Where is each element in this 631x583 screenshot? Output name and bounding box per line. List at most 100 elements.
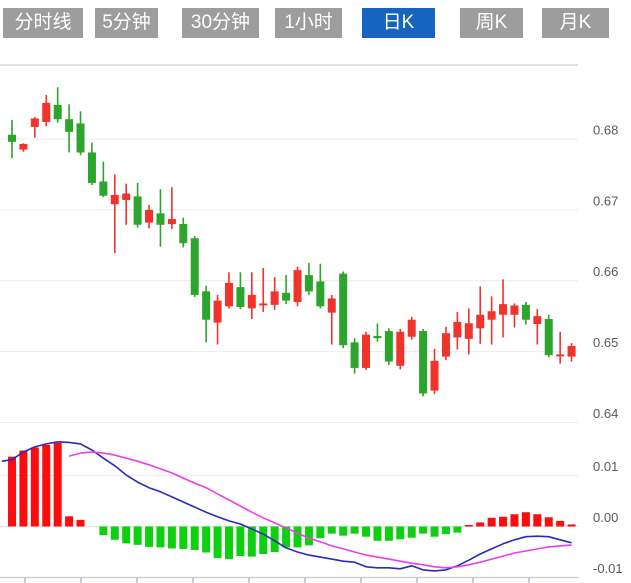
macd-bar-up — [65, 516, 74, 527]
macd-bar-down — [236, 526, 245, 557]
tab-active-4[interactable]: 日K — [362, 8, 435, 38]
candle-body-up — [567, 345, 576, 357]
macd-bar-down — [110, 526, 119, 540]
macd-bar-up — [476, 522, 485, 527]
candle-body-up — [556, 354, 565, 357]
candle-body-down — [179, 224, 188, 244]
candle-body-up — [407, 319, 416, 337]
macd-bar-down — [453, 526, 462, 533]
candle-body-up — [533, 316, 542, 324]
candle-wick — [330, 294, 333, 345]
macd-bar-down — [362, 526, 371, 537]
tab-6[interactable]: 月K — [542, 8, 609, 38]
candle-body-up — [213, 300, 222, 323]
candle-body-down — [53, 104, 62, 120]
candle-body-up — [167, 219, 176, 225]
candle-body-up — [464, 323, 473, 339]
candle-wick — [102, 161, 105, 198]
macd-bar-down — [384, 526, 393, 541]
candle-wick — [262, 267, 265, 312]
candle-body-up — [441, 333, 450, 357]
candle-body-up — [110, 194, 119, 205]
macd-bar-down — [156, 526, 165, 548]
candle-body-up — [19, 143, 28, 150]
candle-body-up — [396, 331, 405, 366]
macd-bar-down — [99, 526, 108, 536]
candle-body-up — [430, 360, 439, 391]
tab-5[interactable]: 周K — [460, 8, 523, 38]
candle-body-up — [487, 311, 496, 320]
macd-bar-down — [396, 526, 405, 540]
candle-body-down — [99, 181, 108, 196]
macd-bar-down — [293, 526, 302, 548]
candle-wick — [490, 296, 493, 345]
candle-body-up — [122, 193, 131, 200]
candle-body-down — [544, 319, 553, 356]
candle-body-down — [202, 291, 211, 320]
macd-bar-up — [42, 444, 51, 527]
tab-0[interactable]: 分时线 — [3, 8, 83, 38]
macd-bar-down — [316, 526, 325, 539]
macd-bar-up — [556, 520, 565, 527]
candle-wick — [285, 275, 287, 305]
macd-bar-down — [190, 526, 199, 550]
candle-body-down — [373, 336, 382, 339]
macd-bar-down — [407, 526, 416, 538]
macd-bar-down — [145, 526, 154, 547]
tab-1[interactable]: 5分钟 — [95, 8, 158, 38]
candle-body-down — [156, 213, 165, 225]
candle-body-up — [30, 118, 39, 127]
candle-wick — [376, 323, 379, 342]
candle-body-down — [350, 342, 359, 368]
macd-bar-up — [567, 524, 576, 527]
candle-body-down — [316, 281, 325, 307]
candle-wick — [559, 331, 561, 364]
macd-axis-label: 0.00 — [593, 510, 618, 525]
macd-bar-down — [282, 526, 291, 548]
candle-wick — [536, 309, 539, 345]
candle-body-down — [339, 273, 348, 346]
candle-body-down — [65, 119, 74, 132]
candle-body-up — [259, 303, 268, 306]
tab-3[interactable]: 1小时 — [275, 8, 342, 38]
macd-bar-down — [133, 526, 142, 545]
macd-bar-down — [327, 526, 336, 534]
candle-body-down — [521, 304, 530, 320]
macd-bar-down — [179, 526, 188, 549]
candle-body-up — [247, 294, 256, 309]
macd-bar-down — [350, 526, 359, 534]
macd-bar-down — [304, 526, 313, 546]
candle-body-up — [42, 102, 51, 122]
candle-body-up — [145, 209, 154, 223]
macd-bar-down — [224, 526, 233, 560]
macd-bar-up — [464, 524, 473, 527]
candle-body-down — [76, 123, 85, 153]
candle-body-up — [453, 321, 462, 338]
candle-body-down — [8, 134, 16, 142]
candle-body-down — [419, 331, 428, 394]
candle-body-up — [476, 314, 485, 329]
macd-bar-down — [259, 526, 268, 555]
candle-body-up — [362, 334, 371, 368]
macd-bar-up — [8, 456, 16, 527]
macd-bar-down — [213, 526, 222, 559]
period-tabbar: 分时线 5分钟 30分钟 1小时 日K 周K 月K — [0, 0, 631, 46]
macd-bar-down — [419, 526, 428, 534]
macd-bar-up — [544, 517, 553, 527]
candle-wick — [513, 303, 516, 328]
candle-body-up — [510, 305, 519, 315]
macd-bar-up — [499, 516, 508, 527]
price-axis-label: 0.66 — [593, 264, 618, 279]
candle-body-up — [293, 270, 302, 303]
macd-axis-label: -0.01 — [593, 561, 623, 576]
price-axis-label: 0.64 — [593, 406, 618, 421]
candle-wick — [171, 187, 173, 230]
macd-bar-up — [76, 519, 85, 527]
tab-2[interactable]: 30分钟 — [182, 8, 259, 38]
candle-wick — [125, 183, 127, 225]
candle-body-up — [270, 291, 279, 305]
macd-bar-up — [510, 514, 519, 527]
candle-body-down — [87, 152, 96, 183]
